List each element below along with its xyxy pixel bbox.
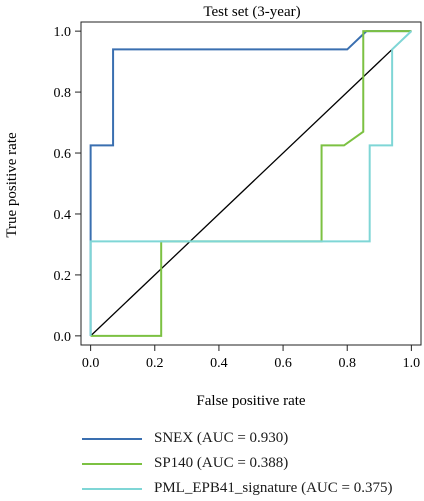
y-tick-label: 0.8 <box>54 86 72 101</box>
legend-swatch <box>82 462 142 465</box>
legend-label: SNEX (AUC = 0.930) <box>154 430 289 446</box>
legend-item: SP140 (AUC = 0.388) <box>82 451 392 476</box>
legend-label: PML_EPB41_signature (AUC = 0.375) <box>154 480 393 496</box>
chart-legend: SNEX (AUC = 0.930) SP140 (AUC = 0.388) PML… <box>82 426 392 501</box>
plot-area <box>89 30 413 337</box>
y-tick-label: 0.0 <box>54 330 72 345</box>
x-tick-label: 0.6 <box>274 356 292 371</box>
reference-diagonal-line <box>90 30 412 337</box>
y-axis-label: True positive rate <box>4 132 20 238</box>
x-tick-label: 0.0 <box>82 356 100 371</box>
y-tick-label: 1.0 <box>54 25 72 40</box>
x-axis-label: False positive rate <box>196 393 305 409</box>
chart-title: Test set (3-year) <box>203 4 300 20</box>
plot-frame <box>80 21 422 346</box>
roc-curve-3 <box>89 30 413 336</box>
legend-swatch <box>82 487 142 490</box>
x-tick-label: 0.2 <box>146 356 164 371</box>
legend-item: PML_EPB41_signature (AUC = 0.375) <box>82 476 392 501</box>
y-tick-label: 0.4 <box>54 208 72 223</box>
roc-curve-2 <box>90 30 412 337</box>
roc-chart: Test set (3-year) 0.0 0.2 0.4 0.6 0.8 1.0 0.0… <box>4 4 422 409</box>
y-axis-ticks: 0.0 0.2 0.4 0.6 0.8 1.0 <box>54 25 81 345</box>
x-tick-label: 0.4 <box>210 356 228 371</box>
x-tick-label: 0.8 <box>338 356 356 371</box>
y-tick-label: 0.2 <box>54 269 72 284</box>
x-axis-ticks: 0.0 0.2 0.4 0.6 0.8 1.0 <box>82 345 420 371</box>
legend-label: SP140 (AUC = 0.388) <box>154 455 289 471</box>
x-tick-label: 1.0 <box>403 356 421 371</box>
legend-item: SNEX (AUC = 0.930) <box>82 426 392 451</box>
y-tick-label: 0.6 <box>54 147 72 162</box>
legend-swatch <box>82 437 142 440</box>
